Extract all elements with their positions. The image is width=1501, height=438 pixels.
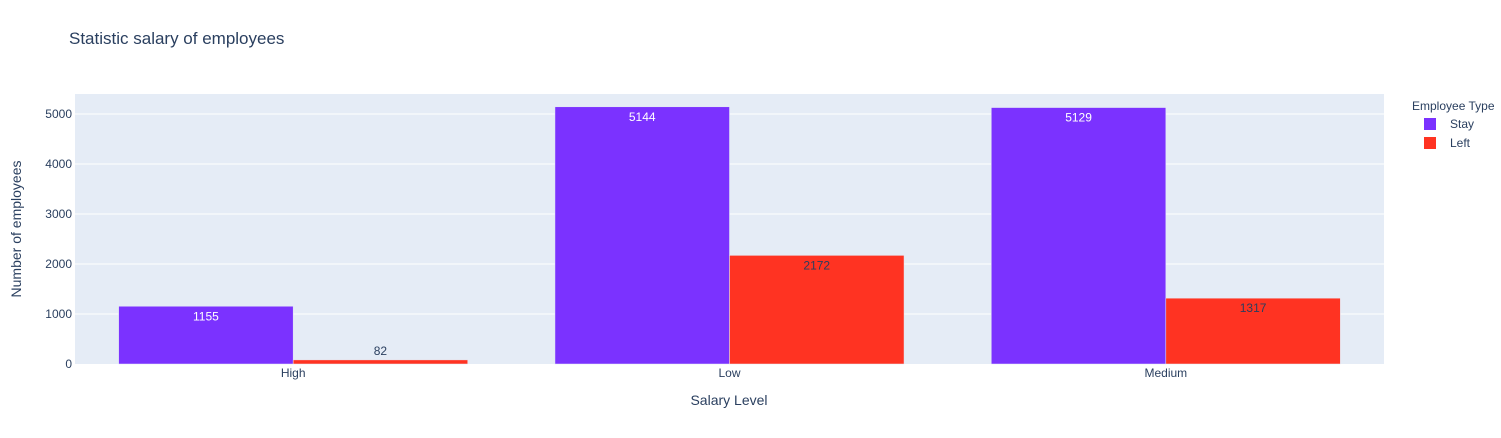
y-tick-label: 5000 [45,107,72,121]
y-tick-label: 3000 [45,207,72,221]
bar-value-label: 1317 [1240,301,1267,315]
y-tick-label: 1000 [45,307,72,321]
legend-item-left[interactable]: Left [1424,136,1471,150]
legend-swatch [1424,137,1436,149]
chart-title: Statistic salary of employees [69,29,284,48]
bar-value-label: 5129 [1065,111,1092,125]
legend-label: Stay [1450,117,1474,131]
y-tick-label: 4000 [45,157,72,171]
bar-stay-low[interactable] [554,106,730,365]
legend-swatch [1424,118,1436,130]
y-tick-label: 0 [65,357,72,371]
y-tick-label: 2000 [45,257,72,271]
bar-value-label: 5144 [629,110,656,124]
legend-title: Employee Type [1412,99,1495,113]
x-axis-ticks: High Low Medium [281,366,1187,380]
legend[interactable]: Employee Type Stay Left [1412,99,1495,150]
x-tick-label: Low [718,366,740,380]
bar-left-low[interactable] [729,255,905,365]
bar-value-label: 2172 [803,258,830,272]
bars: 1155 5144 5129 82 2172 1317 [118,106,1341,365]
legend-label: Left [1450,136,1471,150]
y-axis-ticks: 0 1000 2000 3000 4000 5000 [45,107,72,371]
legend-item-stay[interactable]: Stay [1424,117,1474,131]
x-tick-label: Medium [1144,366,1187,380]
bar-left-high[interactable] [292,359,468,365]
bar-value-label: 1155 [193,309,219,323]
bar-stay-medium[interactable] [991,107,1167,365]
x-tick-label: High [281,366,306,380]
bar-value-label: 82 [374,344,388,358]
x-axis-label: Salary Level [690,392,767,408]
y-axis-label: Number of employees [8,161,24,298]
bar-left-medium[interactable] [1165,297,1341,365]
bar-stay-high[interactable] [118,306,294,365]
